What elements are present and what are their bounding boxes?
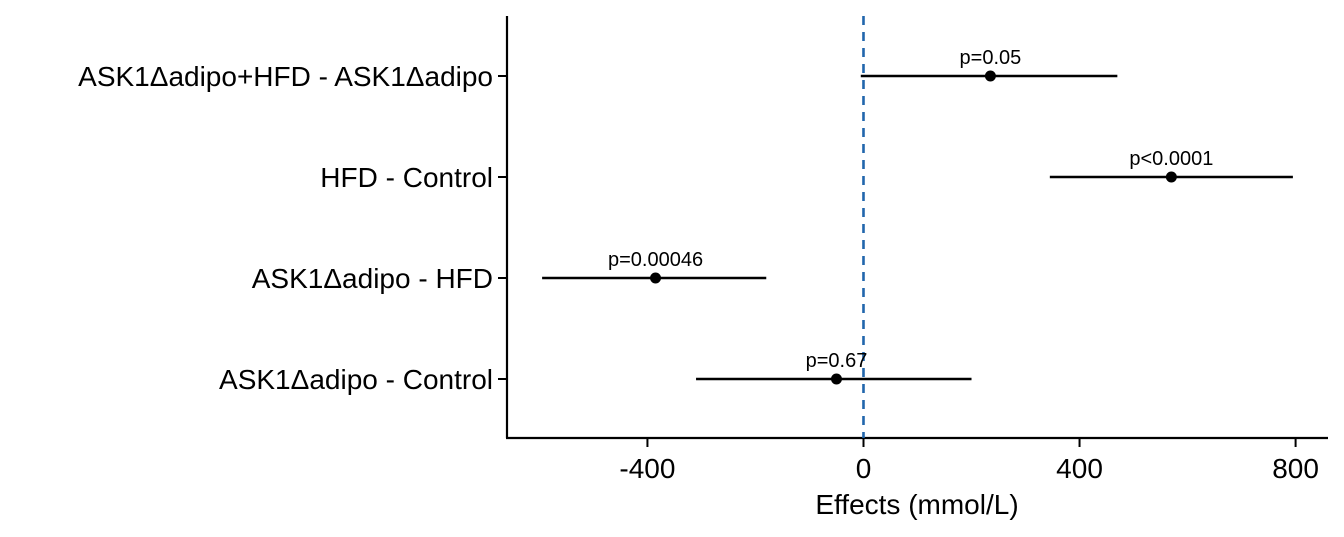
x-axis: -400 0 400 800	[506, 436, 1328, 484]
estimate-marks: p=0.05 p<0.0001 p=0.00046 p=0.67	[542, 47, 1293, 385]
p-value-label: p=0.05	[960, 47, 1022, 69]
y-tick-label: ASK1Δadipo - HFD	[252, 263, 493, 294]
x-tick-label: 800	[1272, 453, 1319, 484]
y-tick-label: ASK1Δadipo+HFD - ASK1Δadipo	[78, 61, 493, 92]
y-axis: ASK1Δadipo+HFD - ASK1Δadipo HFD - Control…	[78, 16, 509, 438]
p-value-label: p=0.67	[806, 350, 868, 372]
x-tick-label: 0	[856, 453, 872, 484]
y-tick-label: HFD - Control	[320, 162, 493, 193]
estimate-point	[984, 70, 996, 82]
x-axis-title: Effects (mmol/L)	[815, 489, 1018, 520]
estimate-point	[650, 272, 662, 284]
y-tick-label: ASK1Δadipo - Control	[219, 364, 493, 395]
estimate-point	[830, 373, 842, 385]
x-tick-label: 400	[1056, 453, 1103, 484]
p-value-label: p=0.00046	[608, 249, 703, 271]
x-tick-label: -400	[619, 453, 675, 484]
p-value-label: p<0.0001	[1129, 148, 1213, 170]
estimate-point	[1165, 171, 1177, 183]
